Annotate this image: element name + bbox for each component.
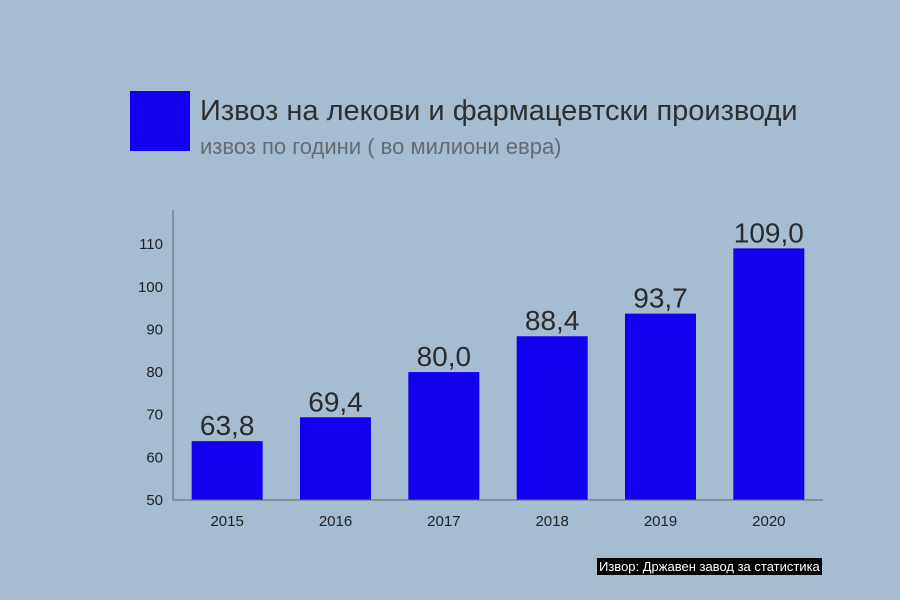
bar-2017: [408, 372, 480, 500]
x-tick-label-2016: 2016: [319, 513, 352, 530]
y-axis-ticks: 50 60 70 80 90 100 110: [138, 236, 163, 509]
bar-2019: [625, 313, 696, 500]
x-tick-label-2019: 2019: [644, 513, 677, 530]
chart-subtitle: извоз по години ( во милиони евра): [200, 134, 562, 159]
y-tick-label: 90: [146, 321, 163, 338]
y-tick-label: 50: [146, 492, 163, 509]
y-tick-label: 60: [146, 449, 163, 466]
data-label-2020: 109,0: [734, 217, 804, 248]
data-label-2017: 80,0: [417, 341, 472, 372]
legend-swatch: [130, 91, 190, 151]
bar-2018: [516, 336, 588, 500]
bars: [191, 248, 805, 500]
data-label-2015: 63,8: [200, 410, 255, 441]
data-label-2018: 88,4: [525, 305, 580, 336]
data-labels: 63,8 69,4 80,0 88,4 93,7 109,0: [200, 217, 804, 441]
x-axis-ticks: 2015 2016 2017 2018 2019 2020: [210, 513, 785, 530]
source-note: Извор: Државен завод за статистика: [597, 558, 822, 575]
y-tick-label: 70: [146, 407, 163, 424]
bar-2015: [191, 441, 263, 500]
data-label-2016: 69,4: [308, 386, 363, 417]
x-tick-label-2020: 2020: [752, 513, 785, 530]
y-tick-label: 100: [138, 279, 163, 296]
chart-title: Извоз на лекови и фармацевтски производи: [200, 95, 798, 127]
bar-2016: [300, 417, 371, 500]
y-tick-label: 80: [146, 364, 163, 381]
x-tick-label-2017: 2017: [427, 513, 460, 530]
x-tick-label-2015: 2015: [210, 513, 243, 530]
y-tick-label: 110: [139, 236, 163, 253]
x-tick-label-2018: 2018: [535, 513, 568, 530]
data-label-2019: 93,7: [633, 283, 688, 314]
bar-2020: [733, 248, 805, 500]
